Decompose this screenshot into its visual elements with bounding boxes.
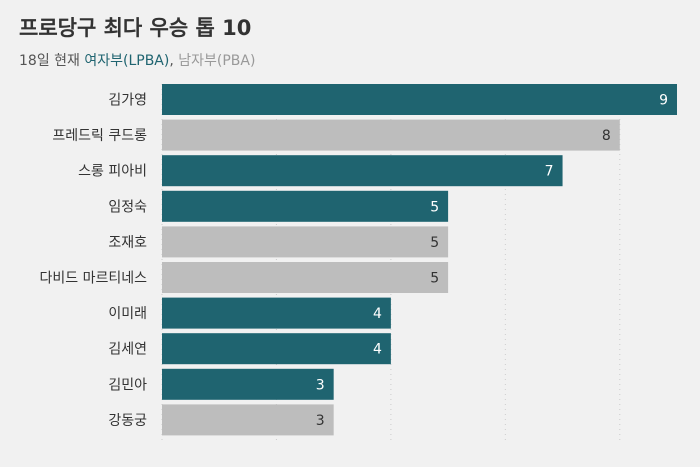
subtitle-date: 18일 현재 <box>19 53 85 69</box>
category-label: 조재호 <box>108 235 147 251</box>
bars <box>162 84 677 436</box>
bar-pba <box>162 404 334 436</box>
bar-pba <box>162 262 449 293</box>
bar-lpba <box>162 333 391 365</box>
bar-lpba <box>162 297 391 329</box>
category-label: 김민아 <box>108 377 147 393</box>
value-label: 3 <box>316 377 325 393</box>
legend-pba: 남자부(PBA) <box>178 53 256 69</box>
bar-lpba <box>162 155 563 187</box>
value-label: 4 <box>373 306 382 322</box>
bar-lpba <box>162 84 677 115</box>
category-label: 프레드릭 쿠드롱 <box>52 128 147 144</box>
value-labels: 9 8 7 5 5 5 4 4 3 3 <box>316 93 668 429</box>
bar-pba <box>162 226 449 258</box>
value-label: 5 <box>430 271 439 287</box>
category-label: 임정숙 <box>108 199 147 215</box>
legend-separator: , <box>169 53 179 69</box>
value-label: 5 <box>430 235 439 251</box>
legend-lpba: 여자부(LPBA) <box>84 53 170 69</box>
category-label: 다비드 마르티네스 <box>40 271 148 287</box>
chart-title: 프로당구 최다 우승 톱 10 <box>19 16 252 40</box>
value-label: 7 <box>545 164 554 180</box>
category-label: 이미래 <box>108 306 147 322</box>
bar-lpba <box>162 368 334 400</box>
category-label: 김세연 <box>108 342 147 358</box>
value-label: 3 <box>316 413 325 429</box>
bar-pba <box>162 119 620 151</box>
category-label: 스롱 피아비 <box>78 164 147 180</box>
value-label: 4 <box>373 342 382 358</box>
category-label: 김가영 <box>108 93 147 109</box>
chart-subtitle: 18일 현재 여자부(LPBA), 남자부(PBA) <box>19 50 255 70</box>
value-label: 8 <box>602 128 611 144</box>
bar-lpba <box>162 190 449 222</box>
value-label: 9 <box>659 93 668 109</box>
category-label: 강동궁 <box>108 413 147 429</box>
value-label: 5 <box>430 199 439 215</box>
